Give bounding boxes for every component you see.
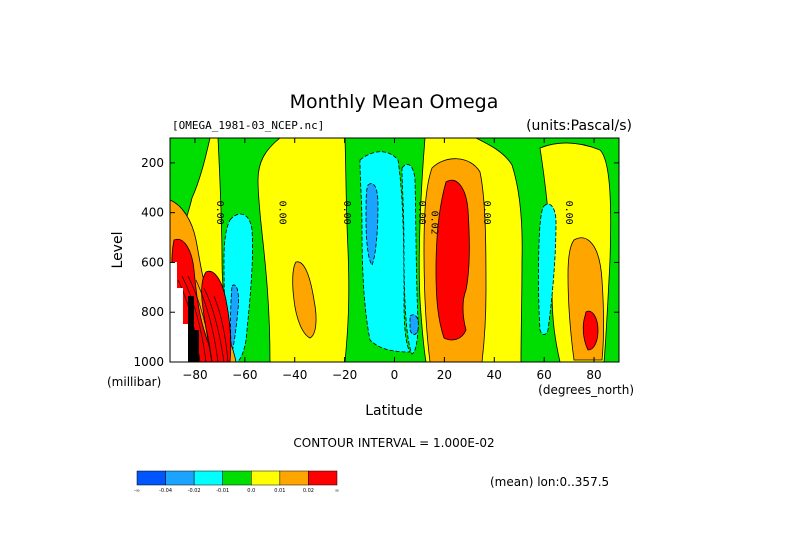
colorbar-level-label: -0.02 bbox=[188, 488, 201, 494]
colorbar-level-label: -0.04 bbox=[159, 488, 172, 494]
contour-label: 0.00 bbox=[276, 201, 287, 225]
chart-title: Monthly Mean Omega bbox=[290, 91, 499, 113]
y-axis-label: Level bbox=[110, 232, 126, 269]
colorbar-level-label: ∞ bbox=[335, 488, 339, 494]
contour-label: 0.00 bbox=[563, 201, 574, 225]
x-tick-label: 80 bbox=[586, 368, 601, 382]
region-pos-001-c bbox=[292, 261, 317, 339]
y-axis: 200 400 600 800 1000 bbox=[133, 156, 619, 369]
file-label: [OMEGA_1981-03_NCEP.nc] bbox=[172, 119, 324, 132]
y-tick-label: 800 bbox=[141, 305, 164, 319]
colorbar-swatch bbox=[279, 470, 309, 486]
colorbar-swatch bbox=[222, 470, 252, 486]
colorbar-level-label: -∞ bbox=[134, 488, 140, 494]
contour-label: 0.00 bbox=[481, 201, 492, 225]
region-neg-004-b bbox=[409, 314, 419, 335]
contour-fill bbox=[170, 138, 619, 362]
y-axis-units: (millibar) bbox=[107, 375, 161, 389]
region-pos-002-b bbox=[201, 270, 232, 362]
contour-label: 0.02 bbox=[428, 211, 439, 235]
region-neg-004-a bbox=[365, 183, 379, 266]
y-tick-label: 600 bbox=[141, 255, 164, 269]
x-tick-label: 0 bbox=[391, 368, 399, 382]
y-tick-label: 400 bbox=[141, 206, 164, 220]
x-axis: −80 −60 −40 −20 0 20 40 60 80 bbox=[182, 138, 602, 382]
region-pos-002-d bbox=[582, 310, 599, 351]
mean-label: (mean) lon:0..357.5 bbox=[490, 475, 609, 489]
colorbar-level-label: -0.01 bbox=[216, 488, 229, 494]
x-tick-label: −20 bbox=[332, 368, 357, 382]
region-neg-004-c bbox=[230, 284, 239, 353]
y-tick-label: 200 bbox=[141, 156, 164, 170]
colorbar-level-label: 0.01 bbox=[274, 488, 285, 494]
plot-area: 0.00 0.00 0.00 0.00 0.02 0.00 0.00 −80 −60 −40 −2… bbox=[133, 137, 620, 382]
x-tick-label: 20 bbox=[437, 368, 452, 382]
x-tick-label: −80 bbox=[182, 368, 207, 382]
x-tick-label: −40 bbox=[282, 368, 307, 382]
x-tick-label: 60 bbox=[537, 368, 552, 382]
topography-mask-white bbox=[170, 262, 188, 362]
x-tick-label: 40 bbox=[487, 368, 502, 382]
x-axis-label: Latitude bbox=[365, 403, 423, 419]
colorbar-swatch bbox=[136, 470, 166, 486]
region-neg-002-d bbox=[538, 203, 557, 335]
colorbar: -∞ -0.04 -0.02 -0.01 0.0 0.01 0.02 ∞ bbox=[134, 470, 339, 494]
colorbar-swatch bbox=[165, 470, 195, 486]
contour-interval-label: CONTOUR INTERVAL = 1.000E-02 bbox=[293, 436, 494, 450]
contour-label: 0.00 bbox=[214, 201, 225, 225]
x-tick-label: −60 bbox=[232, 368, 257, 382]
units-label: (units:Pascal/s) bbox=[526, 118, 632, 134]
topography-mask-black bbox=[188, 296, 199, 362]
contour-label: 0.00 bbox=[416, 201, 427, 225]
y-tick-label: 1000 bbox=[133, 355, 164, 369]
contour-label: 0.00 bbox=[341, 201, 352, 225]
colorbar-level-label: 0.0 bbox=[247, 488, 255, 494]
contour-labels: 0.00 0.00 0.00 0.00 0.02 0.00 0.00 bbox=[214, 201, 574, 235]
colorbar-swatch bbox=[251, 470, 281, 486]
colorbar-level-label: 0.02 bbox=[303, 488, 314, 494]
x-axis-units: (degrees_north) bbox=[538, 383, 634, 397]
colorbar-swatch bbox=[193, 470, 223, 486]
region-neg-002-c bbox=[401, 164, 419, 355]
colorbar-swatch bbox=[308, 470, 338, 486]
region-pos-002-c bbox=[435, 180, 470, 341]
